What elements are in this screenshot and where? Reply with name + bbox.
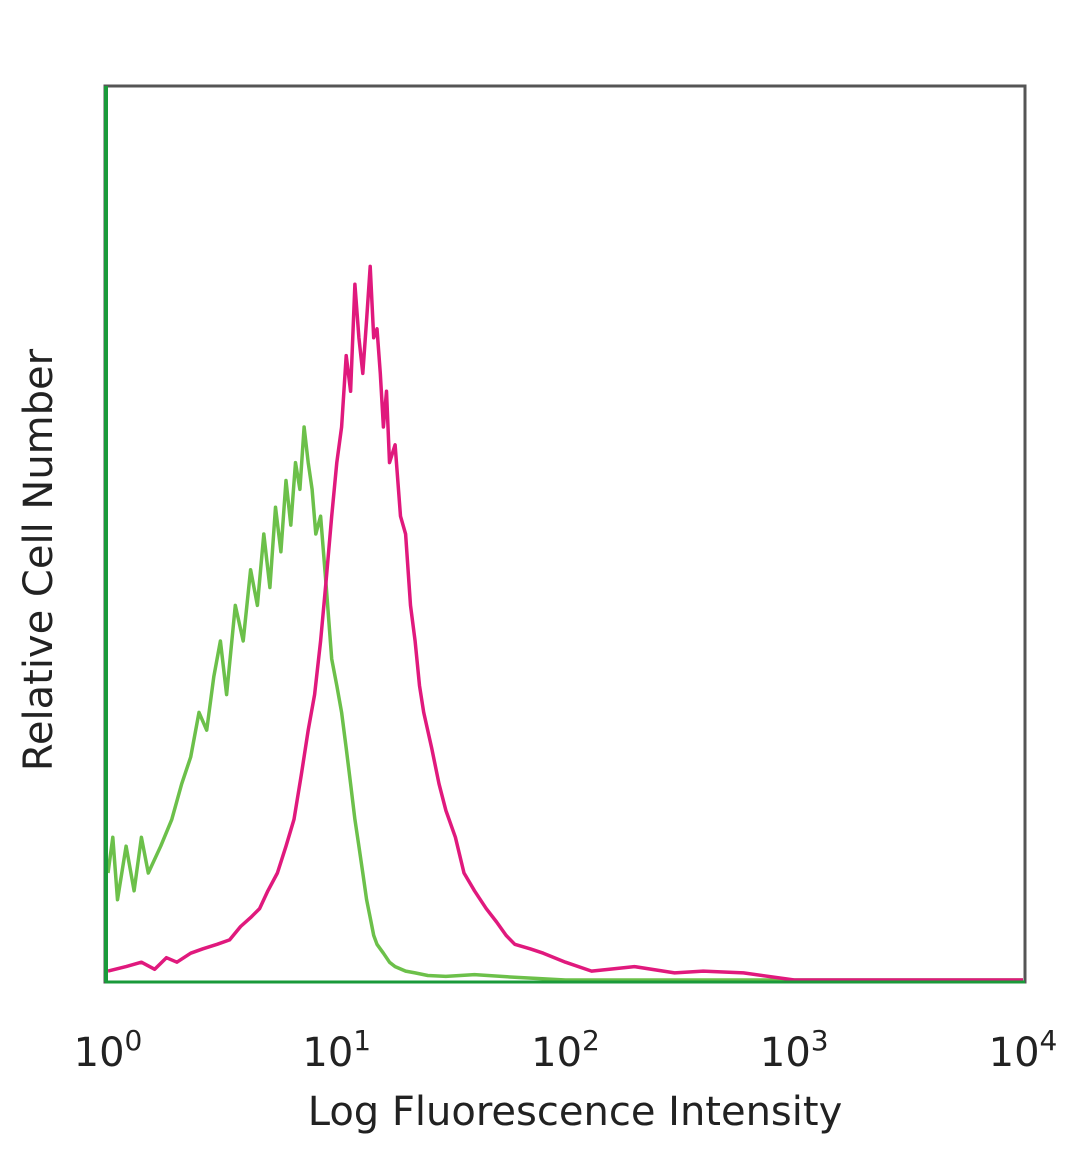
- x-tick-label-0: 100: [74, 1024, 143, 1076]
- x-tick-label-3: 103: [760, 1024, 829, 1076]
- x-tick-labels: 100 101 102 103 104: [74, 1024, 1058, 1076]
- x-tick-label-4: 104: [989, 1024, 1058, 1076]
- x-tick-label-2: 102: [531, 1024, 600, 1076]
- series-layer: [106, 264, 1023, 982]
- y-axis-title: Relative Cell Number: [16, 348, 62, 771]
- x-tick-label-1: 101: [302, 1024, 371, 1076]
- x-axis-title: Log Fluorescence Intensity: [308, 1089, 843, 1135]
- plot-frame: [103, 84, 1027, 984]
- histogram-series-1: [106, 425, 1023, 982]
- histogram-series-2: [107, 264, 1023, 982]
